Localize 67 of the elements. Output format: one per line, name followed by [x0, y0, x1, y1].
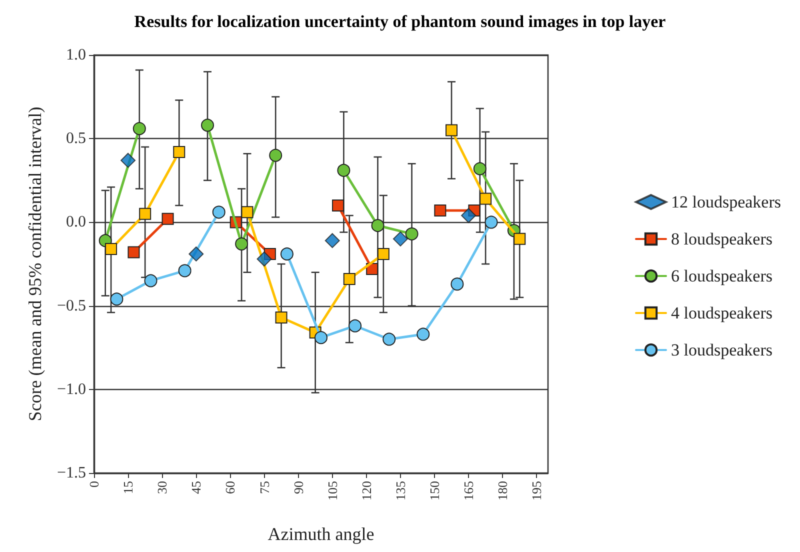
- point: [256, 251, 272, 266]
- x-tick-label: 15: [120, 481, 136, 494]
- point: [450, 278, 464, 291]
- point: [162, 212, 174, 225]
- x-tick-label: 165: [461, 481, 476, 500]
- legend-label: 4 loudspeakers: [671, 304, 773, 322]
- point: [382, 332, 396, 346]
- point: [120, 152, 136, 168]
- point: [348, 319, 362, 332]
- point: [212, 206, 226, 219]
- point: [128, 246, 140, 258]
- point: [173, 146, 186, 158]
- legend-label: 6 loudspeakers: [671, 266, 773, 286]
- x-tick-label: 60: [222, 481, 238, 494]
- y-tick-label: −0.5: [56, 297, 86, 314]
- point: [201, 118, 214, 132]
- y-tick-label: −1.5: [56, 464, 86, 482]
- x-axis-title: Azimuth angle: [268, 524, 374, 544]
- x-tick-label: 75: [256, 481, 272, 494]
- point: [132, 122, 146, 136]
- x-tick-label: 45: [188, 481, 204, 494]
- y-tick-label: 0.0: [66, 214, 86, 231]
- legend-label: 3 loudspeakers: [671, 340, 773, 360]
- x-tick-label: 135: [392, 481, 408, 500]
- point: [484, 216, 498, 229]
- legend-label: 8 loudspeakers: [671, 230, 773, 248]
- y-axis-title: Score (mean and 95% confidential interval): [25, 106, 45, 422]
- point: [235, 237, 248, 250]
- point: [314, 331, 328, 344]
- point: [480, 192, 492, 205]
- point: [392, 231, 408, 246]
- point: [371, 219, 384, 232]
- x-tick-label: 150: [427, 481, 442, 500]
- point: [275, 312, 288, 324]
- point: [241, 206, 254, 218]
- point: [416, 328, 430, 341]
- point: [332, 199, 344, 212]
- point: [343, 273, 356, 286]
- x-tick-label: 105: [324, 481, 340, 500]
- point: [377, 248, 390, 260]
- legend-label: 12 loudspeakers: [671, 192, 782, 212]
- x-tick-label: 30: [154, 481, 170, 494]
- point: [110, 292, 124, 306]
- x-tick-label: 195: [529, 481, 544, 500]
- chart-title: Results for localization uncertainty of phantom sound images in top layer: [134, 12, 666, 31]
- point: [434, 204, 446, 216]
- point: [473, 162, 486, 176]
- point: [337, 164, 350, 177]
- point: [324, 233, 340, 248]
- y-tick-label: 1.0: [66, 46, 86, 64]
- point: [269, 148, 282, 162]
- y-tick-label: −1.0: [56, 380, 86, 398]
- point: [405, 227, 418, 240]
- point: [514, 232, 526, 245]
- point: [144, 274, 158, 288]
- x-tick-label: 120: [358, 481, 374, 500]
- point: [105, 242, 118, 255]
- point: [280, 247, 294, 260]
- point: [178, 264, 192, 278]
- point: [188, 246, 204, 262]
- point: [461, 208, 476, 224]
- point: [446, 124, 458, 136]
- x-tick-label: 180: [495, 481, 510, 500]
- y-tick-label: 0.5: [66, 130, 86, 148]
- point: [139, 208, 152, 220]
- x-tick-label: 90: [290, 481, 306, 494]
- x-tick-label: 0: [86, 481, 102, 488]
